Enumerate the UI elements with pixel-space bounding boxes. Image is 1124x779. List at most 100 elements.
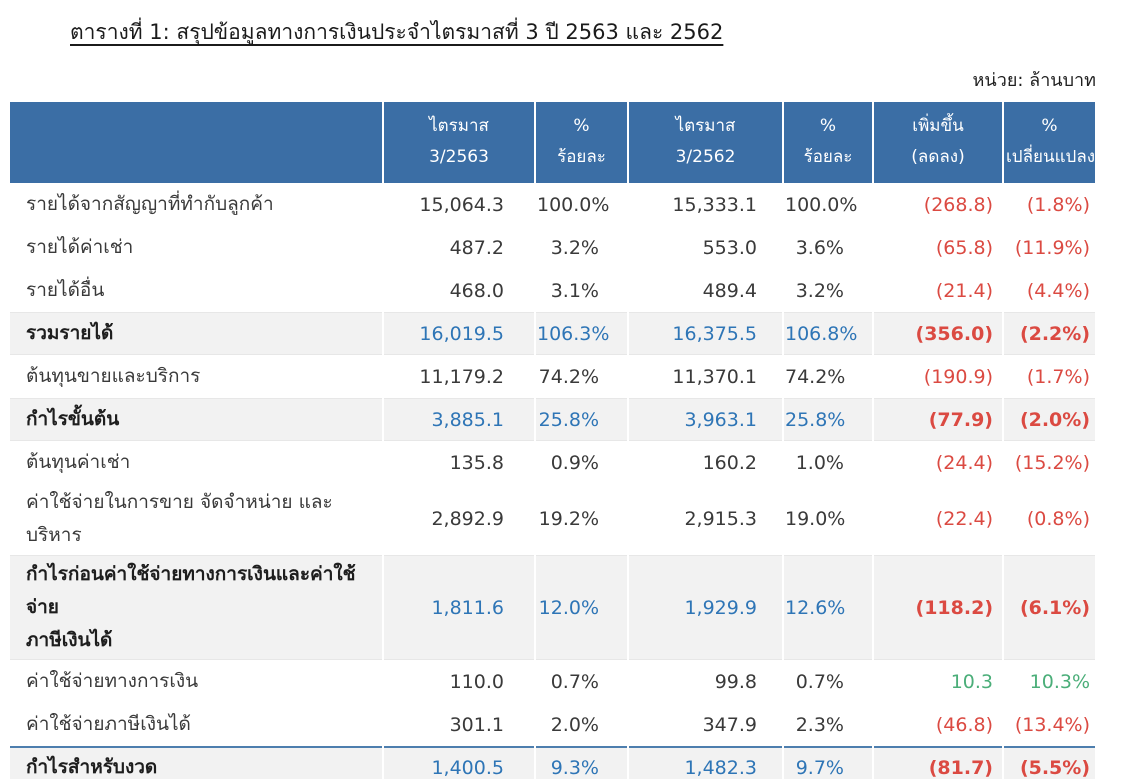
row-label: รายได้อื่น xyxy=(26,279,105,302)
table-row: รายได้ค่าเช่า 487.2 3.2% 553.0 3.6% (65.… xyxy=(10,226,1095,269)
cell-q3-2563: 110.0 xyxy=(449,670,504,693)
cell-q3-2563: 301.1 xyxy=(449,713,504,736)
cell-change: 10.3 xyxy=(950,670,993,693)
cell-pct-2563: 0.9% xyxy=(550,451,599,474)
header-cell-q3-2562: ไตรมาส 3/2562 xyxy=(629,102,782,184)
table-row: กำไรก่อนค่าใช้จ่ายทางการเงินและค่าใช้จ่า… xyxy=(10,554,1095,661)
table-body: รายได้จากสัญญาที่ทำกับลูกค้า 15,064.3 10… xyxy=(10,183,1095,779)
unit-label: หน่วย: ล้านบาท xyxy=(972,70,1096,91)
cell-q3-2562: 2,915.3 xyxy=(684,508,757,531)
cell-change: (77.9) xyxy=(874,398,1002,442)
cell-change-pct: (0.8%) xyxy=(1026,508,1090,531)
cell-q3-2562: 11,370.1 xyxy=(672,365,757,388)
cell-q3-2563: 3,885.1 xyxy=(384,398,534,442)
row-label: ค่าใช้จ่ายในการขาย จัดจำหน่าย และบริหาร xyxy=(26,491,333,547)
cell-q3-2562: 160.2 xyxy=(702,451,757,474)
header-line: 3/2562 xyxy=(675,146,736,167)
cell-q3-2563: 487.2 xyxy=(449,236,504,259)
table-row: ค่าใช้จ่ายทางการเงิน 110.0 0.7% 99.8 0.7… xyxy=(10,660,1095,703)
cell-q3-2562: 1,929.9 xyxy=(629,554,782,661)
cell-pct-2562: 1.0% xyxy=(795,451,844,474)
header-line: เพิ่มขึ้น xyxy=(912,116,964,136)
header-line: % xyxy=(819,116,837,136)
cell-q3-2562: 15,333.1 xyxy=(672,193,757,216)
cell-change: (268.8) xyxy=(923,193,993,216)
header-line: เปลี่ยนแปลง xyxy=(1006,146,1096,167)
table-row: กำไรสำหรับงวด 1,400.5 9.3% 1,482.3 9.7% … xyxy=(10,746,1095,779)
cell-change-pct: (5.5%) xyxy=(1004,746,1095,779)
cell-change: (65.8) xyxy=(935,236,993,259)
row-label: ค่าใช้จ่ายภาษีเงินได้ xyxy=(26,713,191,736)
header-line: % xyxy=(1041,116,1058,136)
cell-pct-2563: 74.2% xyxy=(538,365,599,388)
cell-change: (81.7) xyxy=(874,746,1002,779)
cell-change-pct: (11.9%) xyxy=(1014,236,1090,259)
cell-change-pct: (13.4%) xyxy=(1014,713,1090,736)
header-cell-empty xyxy=(10,102,382,184)
cell-pct-2563: 9.3% xyxy=(536,746,627,779)
cell-q3-2563: 468.0 xyxy=(449,279,504,302)
cell-q3-2563: 16,019.5 xyxy=(384,312,534,356)
row-label: รวมรายได้ xyxy=(10,312,382,356)
header-cell-change: เพิ่มขึ้น (ลดลง) xyxy=(874,102,1002,184)
header-line: (ลดลง) xyxy=(911,146,965,167)
cell-pct-2562: 106.8% xyxy=(784,312,872,356)
table-row: รายได้อื่น 468.0 3.1% 489.4 3.2% (21.4) … xyxy=(10,269,1095,312)
header-line: ไตรมาส xyxy=(675,116,736,136)
cell-pct-2563: 106.3% xyxy=(536,312,627,356)
table-header-row: ไตรมาส 3/2563 % ร้อยละ ไตรมาส 3/2562 % ร… xyxy=(10,102,1096,184)
financial-table: ไตรมาส 3/2563 % ร้อยละ ไตรมาส 3/2562 % ร… xyxy=(8,102,1097,779)
cell-pct-2562: 12.6% xyxy=(784,554,872,661)
cell-pct-2562: 100.0% xyxy=(785,193,858,216)
cell-q3-2563: 1,811.6 xyxy=(384,554,534,661)
cell-q3-2563: 1,400.5 xyxy=(384,746,534,779)
cell-change-pct: (1.8%) xyxy=(1026,193,1090,216)
cell-pct-2562: 0.7% xyxy=(795,670,844,693)
cell-pct-2563: 100.0% xyxy=(537,193,610,216)
row-label: รายได้ค่าเช่า xyxy=(26,236,134,259)
cell-change: (22.4) xyxy=(935,508,993,531)
cell-change-pct: (1.7%) xyxy=(1026,365,1090,388)
cell-pct-2563: 25.8% xyxy=(536,398,627,442)
table-row: รายได้จากสัญญาที่ทำกับลูกค้า 15,064.3 10… xyxy=(10,183,1095,226)
cell-pct-2563: 2.0% xyxy=(550,713,599,736)
row-label: รายได้จากสัญญาที่ทำกับลูกค้า xyxy=(26,193,274,216)
cell-q3-2562: 16,375.5 xyxy=(629,312,782,356)
cell-pct-2562: 2.3% xyxy=(795,713,844,736)
page-title: ตารางที่ 1: สรุปข้อมูลทางการเงินประจำไตร… xyxy=(70,20,724,44)
cell-pct-2563: 3.1% xyxy=(550,279,599,302)
cell-q3-2562: 99.8 xyxy=(714,670,757,693)
table-row: ค่าใช้จ่ายในการขาย จัดจำหน่าย และบริหาร … xyxy=(10,484,1095,555)
cell-change: (24.4) xyxy=(935,451,993,474)
cell-pct-2563: 0.7% xyxy=(550,670,599,693)
cell-change-pct: (4.4%) xyxy=(1026,279,1090,302)
cell-q3-2563: 135.8 xyxy=(449,451,504,474)
row-label: กำไรสำหรับงวด xyxy=(10,746,382,779)
cell-q3-2563: 11,179.2 xyxy=(419,365,504,388)
cell-pct-2562: 19.0% xyxy=(785,508,846,531)
cell-pct-2562: 3.6% xyxy=(795,236,844,259)
cell-q3-2562: 3,963.1 xyxy=(629,398,782,442)
cell-pct-2563: 12.0% xyxy=(536,554,627,661)
row-label: กำไรขั้นต้น xyxy=(10,398,382,442)
cell-change-pct: 10.3% xyxy=(1029,670,1090,693)
cell-change: (118.2) xyxy=(874,554,1002,661)
header-cell-change-pct: % เปลี่ยนแปลง xyxy=(1004,102,1096,184)
cell-q3-2562: 1,482.3 xyxy=(629,746,782,779)
cell-pct-2562: 3.2% xyxy=(795,279,844,302)
row-label: กำไรก่อนค่าใช้จ่ายทางการเงินและค่าใช้จ่า… xyxy=(10,554,382,661)
cell-q3-2562: 489.4 xyxy=(702,279,757,302)
cell-change-pct: (2.0%) xyxy=(1004,398,1095,442)
table-row: กำไรขั้นต้น 3,885.1 25.8% 3,963.1 25.8% … xyxy=(10,398,1095,442)
cell-pct-2563: 19.2% xyxy=(538,508,599,531)
header-line: 3/2563 xyxy=(429,146,489,167)
header-line: ร้อยละ xyxy=(803,146,853,167)
table-row: ต้นทุนขายและบริการ 11,179.2 74.2% 11,370… xyxy=(10,355,1095,398)
cell-pct-2562: 74.2% xyxy=(785,365,846,388)
row-label: ต้นทุนขายและบริการ xyxy=(26,365,201,388)
header-cell-q3-2563: ไตรมาส 3/2563 xyxy=(384,102,534,184)
cell-change: (21.4) xyxy=(935,279,993,302)
row-label: ค่าใช้จ่ายทางการเงิน xyxy=(26,670,199,693)
header-cell-pct-2563: % ร้อยละ xyxy=(536,102,627,184)
